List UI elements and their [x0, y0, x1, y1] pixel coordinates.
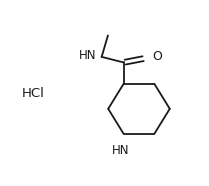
Text: HCl: HCl — [22, 86, 45, 100]
Text: HN: HN — [112, 144, 129, 157]
Text: HN: HN — [79, 49, 96, 62]
Text: O: O — [152, 50, 162, 63]
